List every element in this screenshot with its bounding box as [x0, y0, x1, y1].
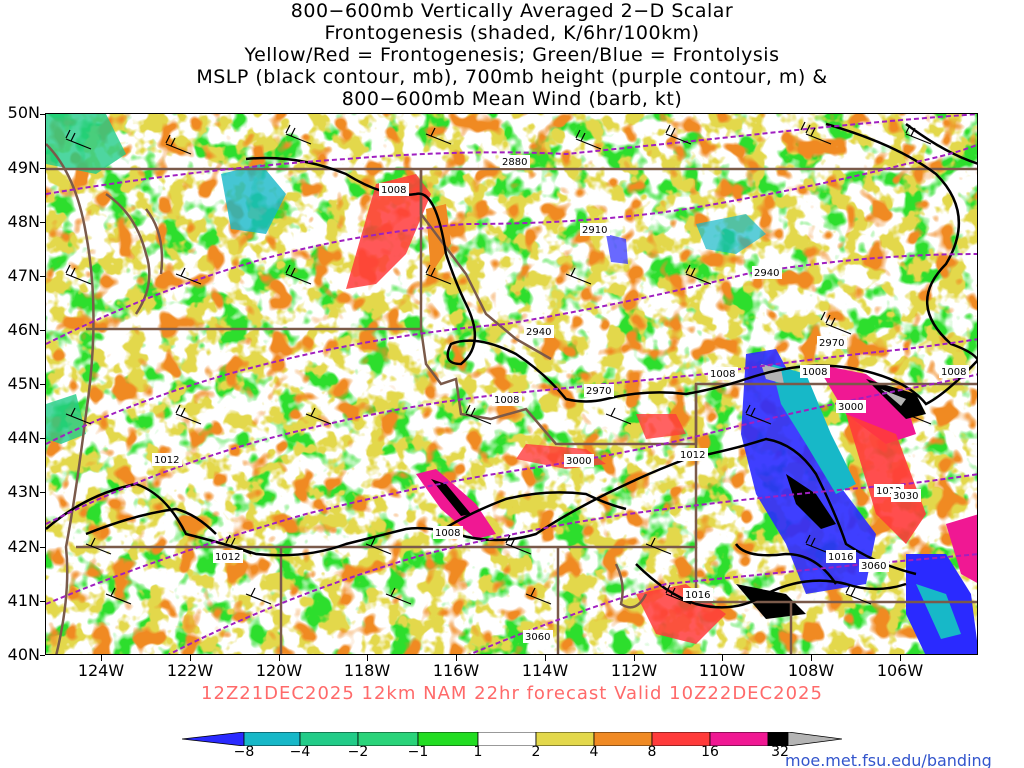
mslp-label: 1012	[680, 450, 705, 461]
height-contours	[46, 114, 977, 654]
lat-label-48n: 48N	[7, 212, 40, 231]
lon-label-112w: 112W	[610, 661, 658, 680]
lat-tick	[40, 222, 45, 223]
lat-label-41n: 41N	[7, 591, 40, 610]
mslp-label: 1008	[381, 185, 406, 196]
title-line-1: 800−600mb Vertically Averaged 2−D Scalar	[290, 0, 734, 22]
credit-url: moe.met.fsu.edu/banding	[785, 751, 992, 768]
lon-tick	[811, 655, 812, 661]
height-label: 3060	[861, 561, 886, 572]
lon-tick	[722, 655, 723, 661]
lon-label-106w: 106W	[876, 661, 924, 680]
lon-tick	[279, 655, 280, 661]
lat-tick	[40, 276, 45, 277]
lon-tick	[101, 655, 102, 661]
height-label: 3060	[525, 632, 550, 643]
colorbar-label: 1	[473, 744, 483, 760]
lat-label-45n: 45N	[7, 374, 40, 393]
lat-label-43n: 43N	[7, 482, 40, 501]
lat-tick	[40, 547, 45, 548]
height-label: 2970	[586, 386, 611, 397]
lon-tick	[900, 655, 901, 661]
lon-label-118w: 118W	[343, 661, 391, 680]
lon-label-114w: 114W	[521, 661, 569, 680]
title-line-3: Yellow/Red = Frontogenesis; Green/Blue =…	[244, 44, 780, 66]
colorbar-label: 4	[589, 744, 599, 760]
lon-label-108w: 108W	[787, 661, 835, 680]
lon-label-120w: 120W	[255, 661, 303, 680]
lat-tick	[40, 492, 45, 493]
mslp-label: 1008	[941, 367, 966, 378]
lat-label-44n: 44N	[7, 428, 40, 447]
lat-tick	[40, 384, 45, 385]
mslp-label: 1012	[215, 552, 240, 563]
height-label: 3000	[838, 402, 863, 413]
lat-label-40n: 40N	[7, 645, 40, 664]
mslp-label: 1008	[435, 528, 460, 539]
mslp-label: 1012	[154, 455, 179, 466]
lon-tick	[634, 655, 635, 661]
lon-tick	[456, 655, 457, 661]
lon-label-110w: 110W	[698, 661, 746, 680]
mslp-label: 1008	[802, 367, 827, 378]
state-borders	[46, 143, 977, 654]
height-label: 2970	[819, 338, 844, 349]
height-label: 2910	[582, 225, 607, 236]
lon-tick	[545, 655, 546, 661]
title-line-4: MSLP (black contour, mb), 700mb height (…	[196, 66, 828, 88]
lat-tick	[40, 168, 45, 169]
mslp-label: 1016	[828, 552, 853, 563]
mslp-label: 1008	[494, 395, 519, 406]
colorbar-segment	[787, 732, 842, 746]
lon-label-116w: 116W	[432, 661, 480, 680]
mslp-label: 1016	[685, 590, 710, 601]
title-line-2: Frontogenesis (shaded, K/6hr/100km)	[324, 22, 700, 44]
contour-labels: 1008 1008 1008 1008 1008 1012 1012 1012 …	[152, 155, 969, 643]
height-label: 2880	[502, 157, 527, 168]
height-label: 3000	[566, 456, 591, 467]
colorbar-label: 32	[771, 744, 789, 760]
lon-label-124w: 124W	[77, 661, 125, 680]
lat-label-46n: 46N	[7, 320, 40, 339]
colorbar-label: −4	[289, 744, 311, 760]
map-panel: 1008 1008 1008 1008 1008 1012 1012 1012 …	[45, 113, 978, 655]
lat-label-49n: 49N	[7, 158, 40, 177]
colorbar	[182, 732, 842, 746]
colorbar-label: −8	[233, 744, 255, 760]
title-line-5: 800−600mb Mean Wind (barb, kt)	[341, 88, 683, 110]
lat-label-42n: 42N	[7, 537, 40, 556]
lat-tick	[40, 330, 45, 331]
lat-label-47n: 47N	[7, 266, 40, 285]
height-label: 3030	[893, 491, 918, 502]
lon-label-122w: 122W	[166, 661, 214, 680]
colorbar-label: 2	[531, 744, 541, 760]
lat-tick	[40, 601, 45, 602]
colorbar-label: −2	[347, 744, 369, 760]
lat-tick	[40, 114, 45, 115]
height-label: 2940	[754, 268, 779, 279]
lat-tick	[40, 438, 45, 439]
wind-barbs	[65, 121, 932, 605]
lat-tick	[40, 655, 45, 656]
map-canvas: 1008 1008 1008 1008 1008 1012 1012 1012 …	[46, 114, 977, 654]
forecast-valid-line: 12Z21DEC2025 12km NAM 22hr forecast Vali…	[201, 683, 823, 704]
mslp-label: 1008	[710, 369, 735, 380]
colorbar-label: 8	[647, 744, 657, 760]
height-label: 2940	[526, 327, 551, 338]
lat-label-50n: 50N	[7, 103, 40, 122]
lon-tick	[190, 655, 191, 661]
colorbar-label: 16	[701, 744, 719, 760]
mslp-label: 1012	[876, 486, 901, 497]
lon-tick	[367, 655, 368, 661]
colorbar-label: −1	[407, 744, 429, 760]
